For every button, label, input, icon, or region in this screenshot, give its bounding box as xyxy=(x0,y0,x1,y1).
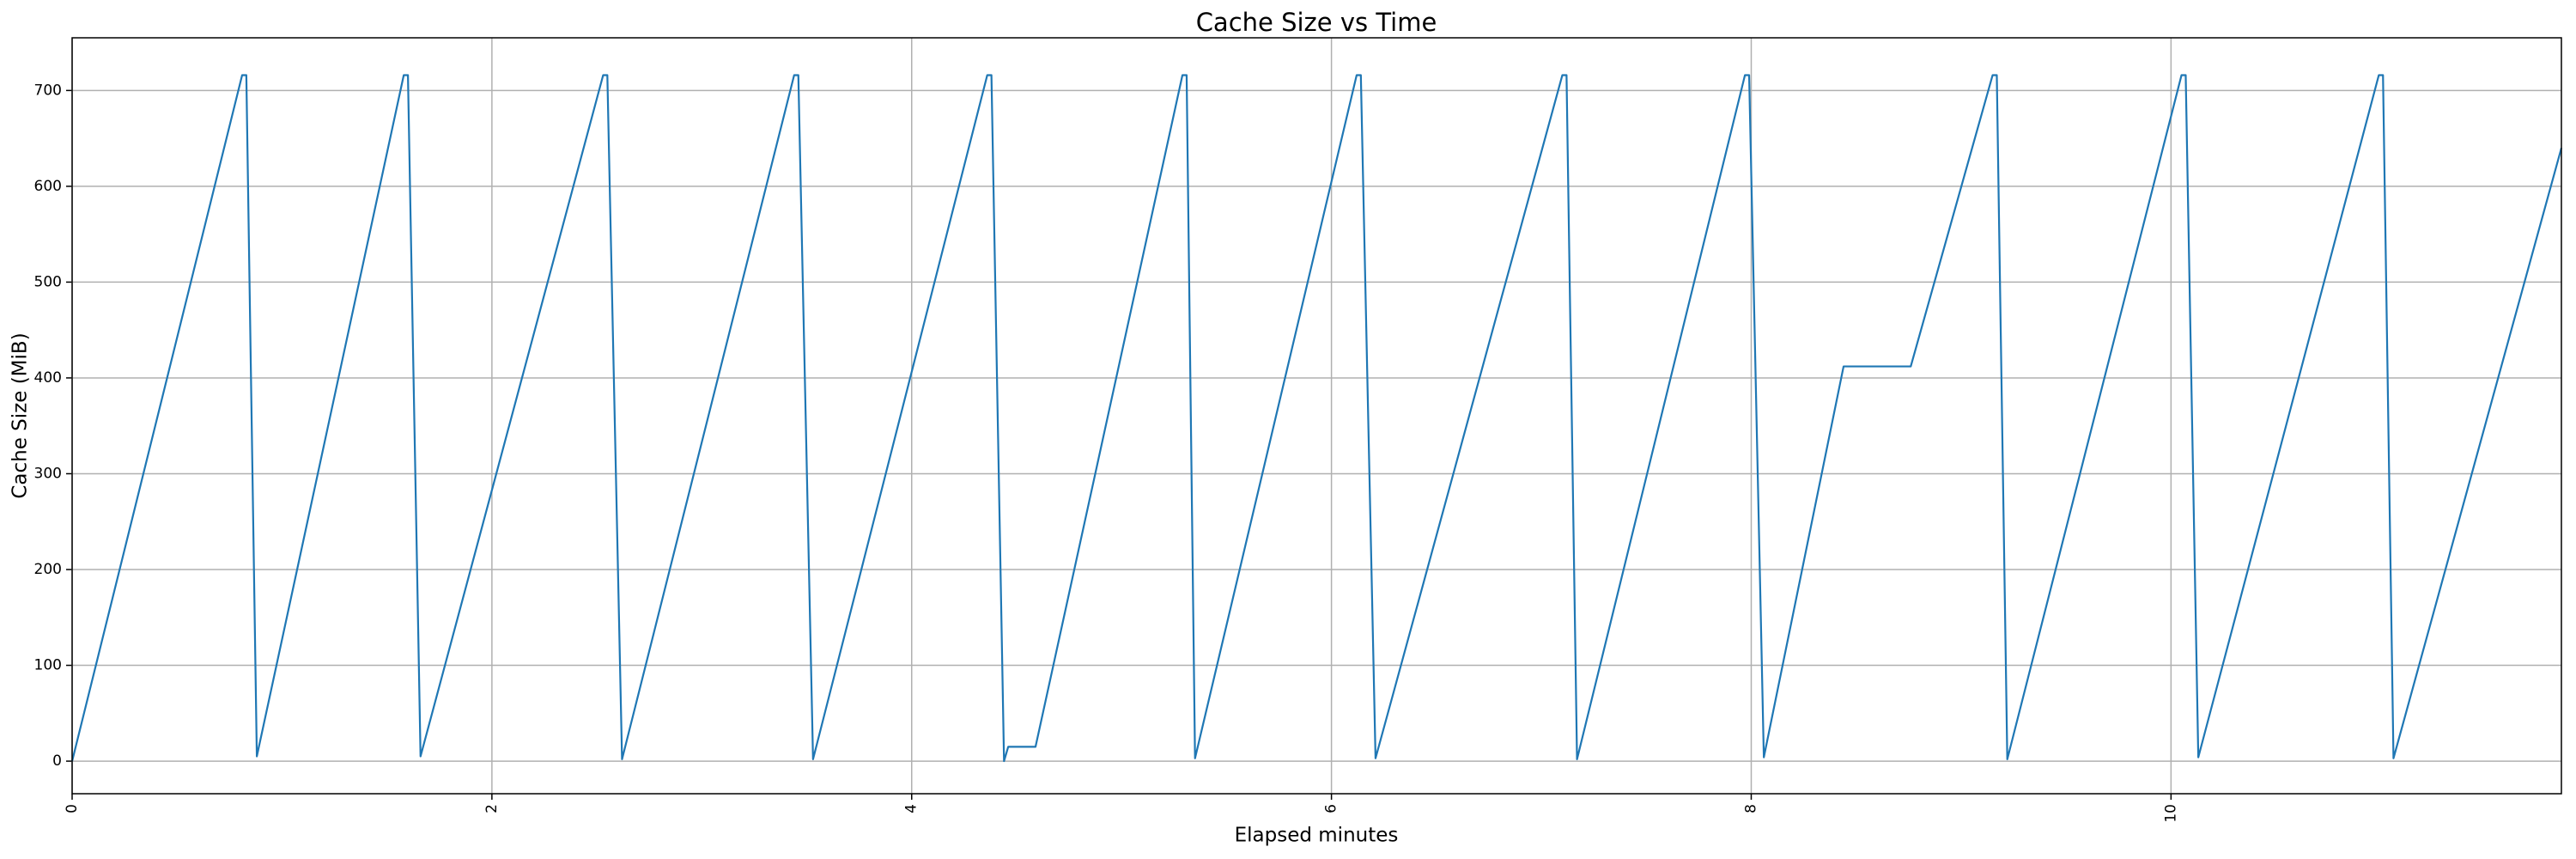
x-tick-label: 2 xyxy=(483,804,501,813)
data-line xyxy=(70,74,2563,763)
chart-title: Cache Size vs Time xyxy=(1196,8,1437,37)
x-tick-label: 0 xyxy=(64,804,81,813)
y-tick-label: 100 xyxy=(34,657,62,674)
y-tick-label: 400 xyxy=(34,369,62,387)
y-tick-label: 500 xyxy=(34,273,62,290)
x-tick-label: 6 xyxy=(1323,804,1340,813)
y-axis-label: Cache Size (MiB) xyxy=(9,332,32,498)
y-tick-label: 600 xyxy=(34,178,62,195)
plot-frame xyxy=(71,37,2562,795)
y-tick-label: 700 xyxy=(34,82,62,99)
x-tick-label: 4 xyxy=(903,804,920,813)
x-axis-label: Elapsed minutes xyxy=(1235,825,1399,847)
y-tick-label: 200 xyxy=(34,561,62,578)
y-tick-label: 300 xyxy=(34,465,62,482)
x-tick-label: 8 xyxy=(1742,804,1759,813)
x-tick-label: 10 xyxy=(2162,804,2179,823)
y-tick-label: 0 xyxy=(52,752,62,770)
